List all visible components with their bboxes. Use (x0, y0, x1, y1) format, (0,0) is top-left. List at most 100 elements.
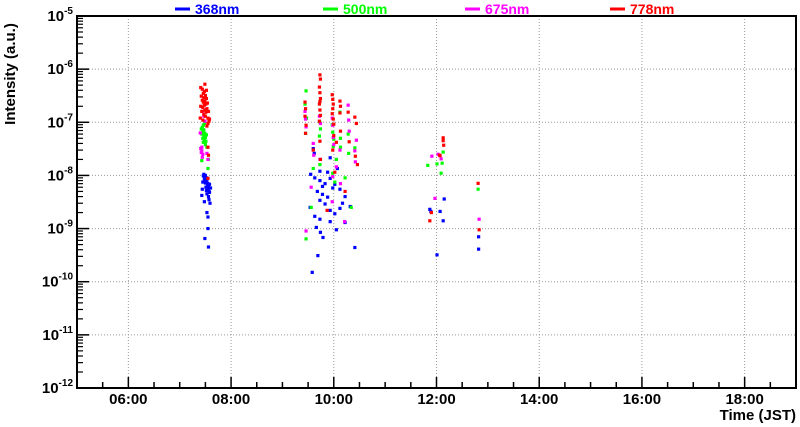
series-500nm (199, 89, 480, 241)
data-point-778nm (202, 112, 206, 117)
data-point-778nm (201, 118, 205, 122)
data-point-675nm (303, 117, 308, 121)
data-point-675nm (346, 103, 350, 107)
data-point-368nm (328, 208, 332, 212)
data-point-778nm (338, 104, 343, 108)
data-point-368nm (328, 156, 332, 160)
data-point-368nm (333, 212, 337, 216)
data-point-778nm (338, 111, 342, 115)
data-point-675nm (304, 229, 308, 233)
data-point-675nm (309, 185, 313, 189)
data-point-778nm (201, 91, 205, 95)
data-point-368nm (309, 172, 313, 176)
data-point-778nm (199, 94, 203, 98)
data-point-368nm (331, 186, 335, 190)
data-point-368nm (441, 219, 445, 223)
series-675nm (198, 103, 481, 233)
legend-entry-500nm: 500nm (323, 1, 387, 17)
y-tick-label: 10-11 (42, 325, 73, 344)
data-point-675nm (200, 145, 204, 149)
data-point-778nm (203, 114, 207, 118)
data-point-368nm (202, 200, 206, 204)
data-point-500nm (331, 144, 335, 149)
data-point-675nm (330, 200, 334, 204)
data-point-675nm (439, 157, 443, 161)
data-point-500nm (202, 121, 206, 126)
data-point-368nm (315, 189, 319, 194)
data-point-368nm (207, 198, 211, 202)
data-point-500nm (304, 237, 308, 241)
axis-ticks (77, 15, 772, 389)
data-point-368nm (321, 235, 325, 240)
data-point-675nm (334, 165, 338, 169)
data-point-778nm (438, 154, 442, 158)
legend-entry-675nm: 675nm (465, 1, 529, 17)
data-point-778nm (330, 93, 334, 97)
data-point-778nm (317, 119, 322, 123)
data-point-368nm (343, 194, 347, 199)
data-point-500nm (334, 157, 338, 162)
data-point-778nm (332, 122, 336, 126)
data-point-368nm (208, 201, 212, 205)
x-tick-label: 14:00 (520, 391, 558, 408)
data-point-675nm (318, 121, 323, 126)
data-point-778nm (304, 123, 308, 127)
data-point-778nm (206, 121, 210, 126)
data-point-675nm (331, 135, 335, 139)
data-point-778nm (318, 77, 323, 81)
data-point-778nm (331, 117, 335, 121)
data-point-675nm (477, 217, 481, 221)
y-tick-label: 10-9 (47, 219, 73, 238)
data-point-778nm (303, 100, 307, 104)
data-point-368nm (314, 225, 318, 230)
data-point-500nm (202, 134, 206, 138)
data-point-500nm (441, 150, 445, 154)
data-point-778nm (343, 189, 347, 194)
data-point-675nm (342, 220, 347, 224)
data-point-368nm (318, 230, 323, 234)
y-tick-label: 10-12 (42, 378, 74, 397)
data-point-368nm (326, 170, 330, 174)
data-point-368nm (477, 247, 481, 251)
data-point-778nm (353, 154, 357, 158)
data-point-778nm (318, 73, 322, 77)
data-point-675nm (312, 153, 316, 157)
data-point-778nm (442, 143, 446, 147)
data-point-778nm (317, 85, 322, 89)
data-point-675nm (203, 119, 207, 123)
legend-label: 500nm (343, 1, 387, 17)
data-point-675nm (303, 109, 307, 114)
data-point-778nm (477, 228, 481, 232)
legend-entry-778nm: 778nm (610, 1, 674, 17)
data-point-368nm (320, 192, 325, 196)
data-point-778nm (202, 96, 206, 100)
data-point-778nm (333, 170, 337, 174)
data-point-778nm (332, 134, 336, 138)
data-point-778nm (318, 100, 322, 104)
data-point-500nm (318, 162, 322, 167)
data-point-778nm (441, 136, 445, 140)
data-point-368nm (338, 187, 342, 191)
series-368nm (200, 146, 481, 274)
data-point-368nm (318, 217, 322, 221)
y-tick-label: 10-7 (47, 112, 73, 131)
data-point-778nm (318, 108, 322, 112)
data-point-368nm (207, 190, 212, 194)
data-point-368nm (203, 173, 207, 178)
x-axis-title: Time (JST) (720, 407, 796, 424)
data-point-368nm (310, 270, 314, 274)
y-tick-label: 10-6 (47, 59, 73, 78)
data-point-675nm (198, 131, 202, 135)
data-point-778nm (318, 113, 323, 117)
data-point-500nm (201, 136, 205, 140)
data-point-778nm (353, 115, 357, 119)
data-point-368nm (323, 182, 327, 186)
data-point-368nm (206, 184, 211, 189)
data-point-500nm (343, 176, 347, 180)
data-point-368nm (318, 178, 322, 183)
data-point-500nm (435, 162, 439, 166)
data-point-368nm (328, 220, 332, 224)
data-point-778nm (201, 105, 205, 110)
data-point-500nm (331, 130, 335, 134)
data-point-778nm (354, 121, 358, 126)
